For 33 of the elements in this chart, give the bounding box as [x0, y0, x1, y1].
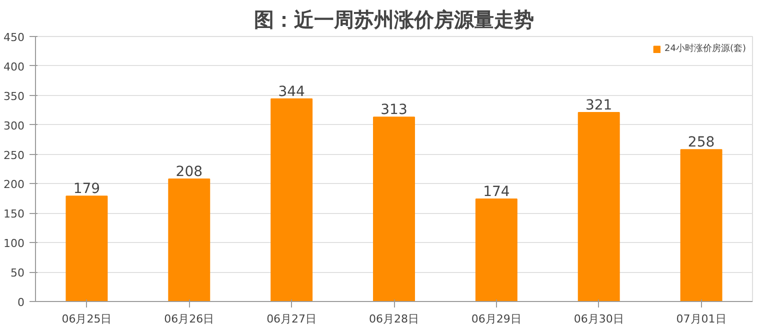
- bar: [270, 98, 313, 302]
- x-tick-label: 06月30日: [574, 312, 624, 326]
- x-tick-label: 06月29日: [471, 312, 522, 326]
- data-label: 344: [278, 84, 306, 100]
- data-label: 174: [483, 184, 510, 200]
- data-label: 321: [585, 97, 612, 114]
- data-label: 179: [73, 181, 100, 198]
- y-tick-label: 400: [4, 60, 25, 74]
- x-tick-label: 07月01日: [676, 312, 726, 326]
- bar: [66, 196, 108, 302]
- x-tick-label: 06月27日: [266, 312, 317, 326]
- y-tick-label: 450: [4, 31, 25, 44]
- bar: [680, 149, 722, 302]
- bar: [373, 116, 415, 302]
- chart-title: 图：近一周苏州涨价房源量走势: [254, 8, 534, 32]
- x-tick-label: 06月25日: [62, 312, 112, 326]
- bar: [475, 198, 518, 302]
- y-tick-label: 150: [4, 208, 25, 221]
- y-tick-label: 100: [4, 237, 25, 250]
- legend-label: 24小时涨价房源(套): [664, 42, 746, 55]
- bar: [168, 178, 210, 302]
- y-tick-label: 350: [4, 90, 25, 103]
- y-tick-label: 0: [18, 296, 24, 309]
- y-tick-label: 200: [4, 178, 25, 192]
- y-tick-label: 300: [4, 119, 25, 132]
- y-tick-label: 250: [4, 148, 25, 162]
- data-label: 313: [380, 102, 408, 118]
- data-label: 208: [176, 164, 203, 180]
- bar: [578, 112, 620, 302]
- y-tick-label: 50: [10, 266, 25, 280]
- x-tick-label: 06月28日: [369, 312, 420, 326]
- data-label: 258: [688, 134, 715, 151]
- x-tick-label: 06月26日: [164, 312, 214, 326]
